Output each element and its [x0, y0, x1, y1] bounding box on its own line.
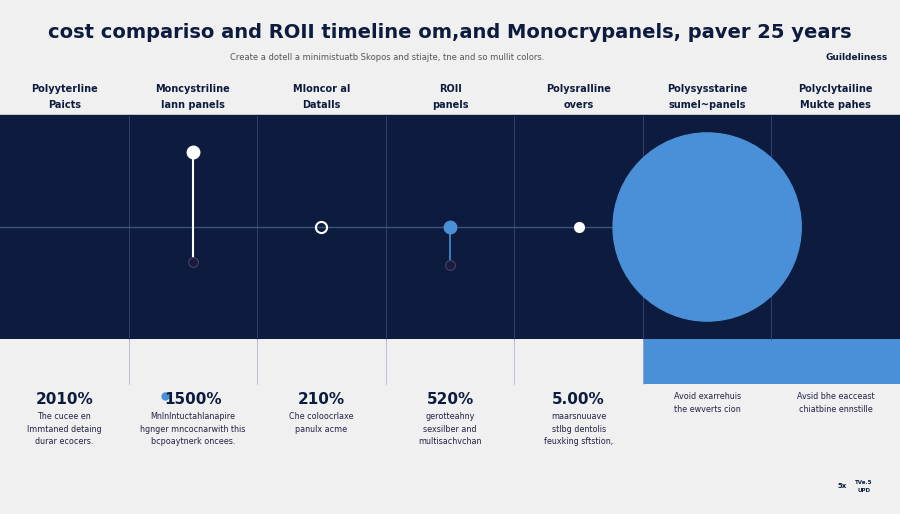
Text: 210%: 210% [298, 392, 345, 407]
Text: UPD: UPD [858, 488, 870, 493]
Text: cost compariso and ROII timeline om,and Monocrypanels, paver 25 years: cost compariso and ROII timeline om,and … [49, 23, 851, 42]
Circle shape [613, 133, 801, 321]
FancyBboxPatch shape [0, 384, 900, 514]
Text: 520%: 520% [427, 392, 473, 407]
Text: TVe.5: TVe.5 [855, 480, 873, 485]
Text: gerotteahny
sexsilber and
multisachvchan: gerotteahny sexsilber and multisachvchan [418, 412, 482, 446]
FancyBboxPatch shape [0, 115, 900, 339]
Text: Datalls: Datalls [302, 100, 340, 110]
Text: lann panels: lann panels [161, 100, 225, 110]
Text: 5x: 5x [837, 483, 847, 489]
Text: Avsid bhe eacceast
chiatbine ennstille: Avsid bhe eacceast chiatbine ennstille [796, 392, 875, 413]
Text: Create a dotell a minimistuatb Skopos and stiajte, tne and so mullit colors.: Create a dotell a minimistuatb Skopos an… [230, 53, 544, 63]
Text: Mloncor al: Mloncor al [292, 84, 350, 94]
FancyBboxPatch shape [643, 339, 900, 384]
Text: Paicts: Paicts [48, 100, 81, 110]
Text: Polysysstarine: Polysysstarine [667, 84, 747, 94]
Text: 1500%: 1500% [164, 392, 221, 407]
Text: panels: panels [432, 100, 468, 110]
Text: Moncystriline: Moncystriline [156, 84, 230, 94]
Text: sumel~panels: sumel~panels [669, 100, 746, 110]
Text: Polyclytailine: Polyclytailine [798, 84, 873, 94]
Text: Che coloocrlaxe
panulx acme: Che coloocrlaxe panulx acme [289, 412, 354, 433]
Text: Polyyterline: Polyyterline [31, 84, 98, 94]
Text: Avoid exarrehuis
the ewverts cion: Avoid exarrehuis the ewverts cion [673, 392, 741, 413]
Text: The cucee en
lmmtaned detaing
durar ecocers.: The cucee en lmmtaned detaing durar ecoc… [27, 412, 102, 446]
Text: Guildeliness: Guildeliness [826, 53, 888, 63]
Text: 2010%: 2010% [35, 392, 94, 407]
Text: Polysralline: Polysralline [546, 84, 611, 94]
Text: ROII: ROII [438, 84, 462, 94]
Text: 5.00%: 5.00% [553, 392, 605, 407]
Text: maarsnuuave
stlbg dentolis
feuxking sftstion,: maarsnuuave stlbg dentolis feuxking sfts… [544, 412, 613, 446]
Text: Mukte pahes: Mukte pahes [800, 100, 871, 110]
Text: overs: overs [563, 100, 594, 110]
Text: Mnlnlntuctahlanapire
hgnger mncocnarwith this
bcpoaytnerk oncees.: Mnlnlntuctahlanapire hgnger mncocnarwith… [140, 412, 246, 446]
